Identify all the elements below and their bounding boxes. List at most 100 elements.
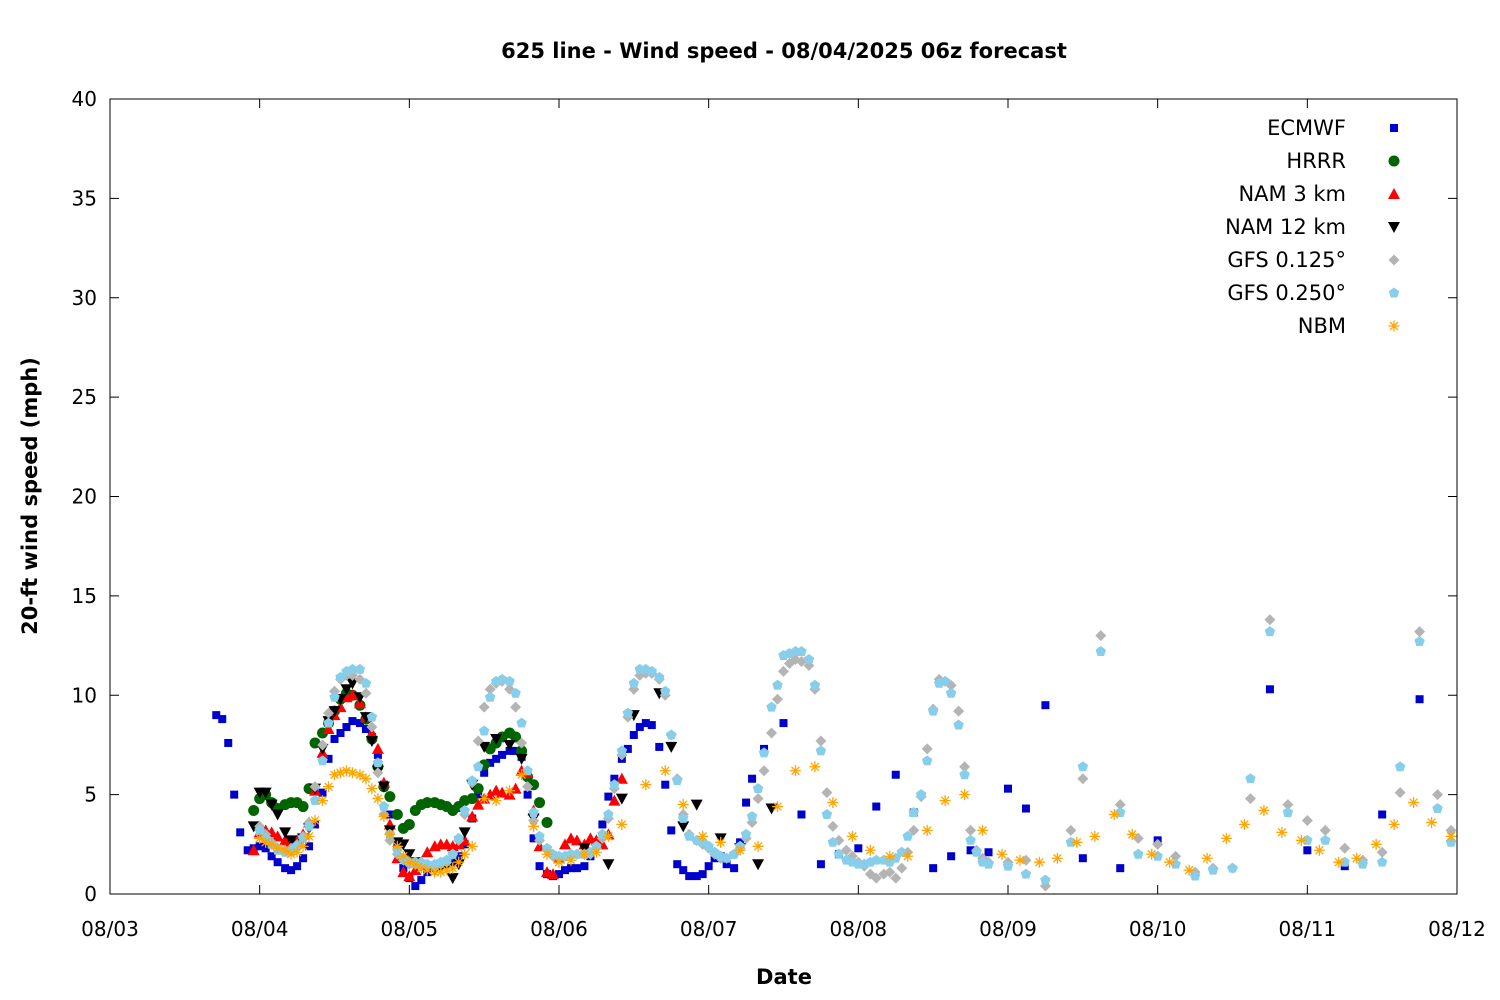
legend-marker xyxy=(1388,188,1400,199)
data-point xyxy=(1351,852,1363,864)
data-points xyxy=(212,614,1457,892)
data-point xyxy=(921,743,933,755)
data-point xyxy=(1040,874,1051,885)
data-point xyxy=(1333,856,1345,868)
data-point xyxy=(372,767,384,779)
legend-label: GFS 0.250° xyxy=(1227,281,1346,305)
data-point xyxy=(372,757,384,768)
data-point xyxy=(466,775,478,786)
data-point xyxy=(230,790,239,799)
data-point xyxy=(409,858,421,870)
data-point xyxy=(1078,854,1087,863)
data-point xyxy=(243,846,252,855)
x-tick-label: 08/09 xyxy=(979,917,1037,941)
data-point xyxy=(598,820,607,829)
data-point xyxy=(1414,636,1425,647)
data-point xyxy=(417,876,426,885)
data-point xyxy=(947,852,956,861)
data-point xyxy=(522,781,534,793)
data-point xyxy=(1339,842,1351,854)
data-point xyxy=(555,870,563,879)
data-point xyxy=(254,832,266,844)
data-point xyxy=(655,742,664,751)
data-point xyxy=(703,840,714,851)
data-point xyxy=(377,781,390,793)
data-point xyxy=(616,818,628,830)
data-point xyxy=(291,846,303,858)
data-point xyxy=(683,830,695,841)
data-point xyxy=(435,866,447,878)
data-point xyxy=(472,783,484,795)
data-point xyxy=(523,790,532,799)
data-point xyxy=(273,858,282,867)
data-point xyxy=(1095,646,1107,656)
data-point xyxy=(1388,818,1400,830)
axis-ticks xyxy=(109,98,1458,895)
data-point xyxy=(1041,701,1050,710)
data-point xyxy=(553,856,565,868)
data-point xyxy=(271,809,284,821)
data-point xyxy=(1238,818,1250,830)
data-point xyxy=(1114,799,1126,811)
data-point xyxy=(833,848,845,859)
data-point xyxy=(1426,816,1438,828)
data-point xyxy=(728,848,740,859)
data-point xyxy=(510,687,521,698)
data-point xyxy=(884,866,896,878)
data-point xyxy=(361,725,370,734)
data-point xyxy=(279,827,292,839)
data-point xyxy=(984,848,993,857)
data-point xyxy=(1432,789,1444,801)
data-point xyxy=(1095,630,1107,642)
data-point xyxy=(1414,626,1426,638)
data-point xyxy=(803,653,815,664)
data-point xyxy=(510,731,522,743)
data-point xyxy=(870,872,882,884)
data-point xyxy=(1376,846,1388,858)
data-point xyxy=(565,854,577,866)
data-point xyxy=(329,769,340,781)
data-point xyxy=(365,735,378,747)
data-point xyxy=(267,852,276,861)
chart-title: 625 line - Wind speed - 08/04/2025 06z f… xyxy=(501,39,1067,63)
data-point xyxy=(854,844,863,853)
data-point xyxy=(1126,828,1138,840)
x-tick-label: 08/04 xyxy=(231,917,289,941)
data-point xyxy=(1264,626,1276,637)
data-point xyxy=(953,719,964,730)
data-point xyxy=(466,793,478,805)
data-point xyxy=(752,783,764,794)
data-point xyxy=(622,707,634,718)
data-point xyxy=(454,852,463,861)
data-point xyxy=(303,830,315,842)
legend-marker xyxy=(1388,287,1400,298)
data-point xyxy=(1303,846,1312,855)
data-point xyxy=(309,795,321,806)
x-tick-label: 08/08 xyxy=(830,917,888,941)
y-tick-label: 20 xyxy=(72,485,97,509)
data-point xyxy=(265,799,278,811)
data-point xyxy=(480,768,489,777)
data-point xyxy=(1282,807,1294,817)
data-point xyxy=(1265,685,1274,694)
data-point xyxy=(490,733,503,745)
data-point xyxy=(496,673,508,684)
data-point xyxy=(336,729,345,738)
legend-label: NBM xyxy=(1298,314,1346,338)
data-point xyxy=(679,866,688,875)
data-point xyxy=(1108,809,1120,820)
data-point xyxy=(677,799,689,811)
data-point xyxy=(466,840,478,852)
data-point xyxy=(1301,814,1313,826)
data-point xyxy=(778,665,789,677)
y-tick-label: 10 xyxy=(72,683,97,707)
data-point xyxy=(796,646,807,656)
data-point xyxy=(789,765,801,777)
data-point xyxy=(1432,803,1443,813)
data-point xyxy=(1146,848,1158,860)
data-point xyxy=(478,793,490,805)
y-tick-label: 25 xyxy=(72,385,97,409)
data-point xyxy=(748,774,757,783)
series-nbm xyxy=(254,761,1457,878)
